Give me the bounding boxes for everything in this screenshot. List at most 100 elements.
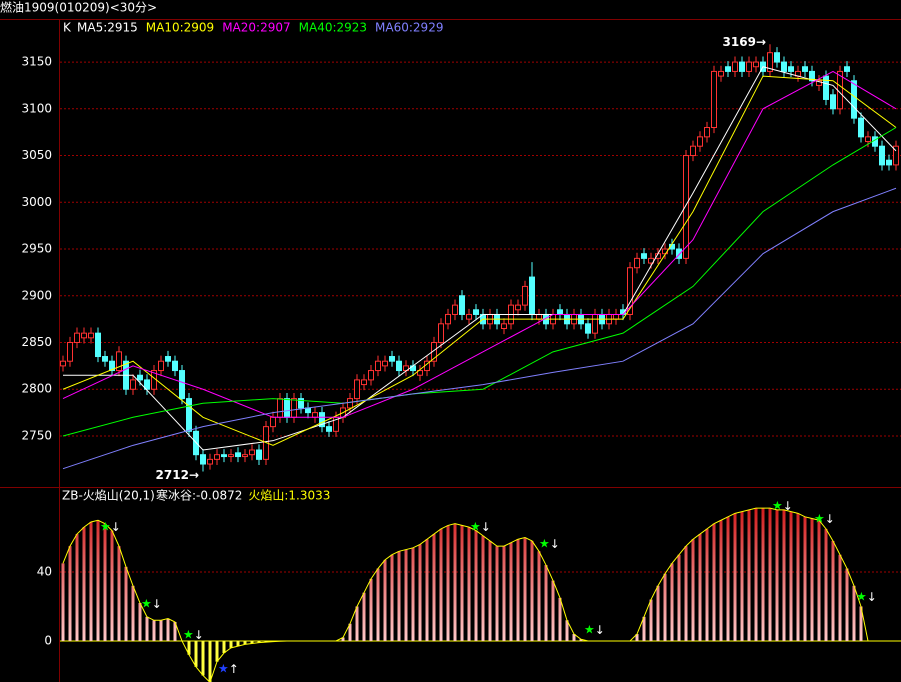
indicator-bar — [740, 511, 744, 641]
y-tick-label: 2950 — [21, 242, 52, 256]
indicator-bar — [691, 539, 695, 641]
indicator-bar — [747, 509, 751, 641]
indicator-bar — [215, 640, 219, 662]
candle-body — [137, 374, 143, 381]
indicator-bar — [453, 523, 457, 641]
candle-body — [865, 136, 871, 143]
indicator-bar — [761, 508, 765, 641]
signal: ★↓ — [772, 499, 793, 513]
indicator-bar — [572, 634, 576, 641]
indicator-bar — [782, 509, 786, 641]
indicator-bar — [754, 508, 758, 641]
candle-body — [396, 360, 402, 372]
ma-line — [63, 66, 897, 451]
candle-body — [816, 80, 822, 86]
y-tick-label: 2800 — [21, 382, 52, 396]
indicator-bar — [383, 559, 387, 641]
indicator-bar — [677, 554, 681, 641]
candle-body — [389, 356, 395, 362]
indicator-bar — [810, 518, 814, 641]
indicator-bar — [530, 540, 534, 641]
indicator-bar — [166, 618, 170, 641]
candle-body — [536, 313, 542, 320]
candle-body — [354, 379, 360, 400]
indicator-bar — [733, 513, 737, 641]
signal: ★↑ — [218, 662, 239, 676]
indicator-bar — [831, 540, 835, 641]
y-tick-label: 40 — [37, 564, 52, 578]
annotation: 2712→ — [156, 468, 199, 482]
indicator-bar — [68, 546, 72, 641]
signal: ★↓ — [539, 537, 560, 551]
indicator-bar — [138, 603, 142, 641]
candle-body — [172, 360, 178, 372]
candle-body — [249, 449, 255, 456]
candle-body — [718, 70, 724, 77]
candle-body — [207, 458, 213, 465]
indicator-bar — [698, 534, 702, 641]
indicator-bar — [719, 520, 723, 641]
indicator-bar — [348, 623, 352, 641]
indicator-bar — [684, 546, 688, 641]
candle-body — [634, 257, 640, 269]
ma-line — [62, 70, 897, 418]
indicator-bar — [89, 521, 93, 641]
y-tick-label: 0 — [44, 633, 52, 647]
indicator-bar — [404, 549, 408, 641]
candle-body — [893, 145, 899, 166]
candle-body — [466, 313, 472, 320]
indicator-bar — [229, 640, 233, 648]
indicator-bar — [264, 640, 268, 643]
indicator-bar — [712, 523, 716, 641]
indicator-bar — [467, 527, 471, 641]
indicator-bar — [75, 534, 79, 641]
candle-body — [711, 70, 717, 129]
candle-body — [95, 332, 101, 358]
indicator-title: ZB-火焰山(20,1) — [62, 488, 155, 503]
candle-body — [753, 61, 759, 68]
candle-body — [522, 285, 528, 306]
legend-entry: 火焰山:1.3033 — [248, 488, 330, 503]
candle-body — [557, 309, 563, 315]
candle-body — [823, 75, 829, 100]
indicator-bar — [796, 513, 800, 641]
indicator-bar — [775, 509, 779, 641]
candle-body — [459, 295, 465, 315]
indicator-bar — [173, 621, 177, 641]
indicator-bar — [488, 540, 492, 641]
indicator-bar — [649, 599, 653, 641]
candle-body — [347, 398, 353, 409]
indicator-bar — [845, 568, 849, 641]
candle-body — [844, 66, 850, 72]
indicator-bar — [446, 525, 450, 641]
candle-body — [81, 332, 87, 339]
candle-body — [809, 70, 815, 82]
indicator-bar — [838, 554, 842, 641]
indicator-bar — [642, 616, 646, 641]
candle-body — [676, 248, 682, 259]
legend-entry: MA40:2923 — [299, 21, 367, 35]
legend-entry: MA60:2929 — [375, 21, 443, 35]
indicator-bar — [460, 525, 464, 641]
candle-body — [774, 52, 780, 63]
indicator-bar — [222, 640, 226, 654]
panel-label: K — [63, 21, 72, 35]
signal: ★↓ — [100, 520, 121, 534]
indicator-bar — [152, 620, 156, 641]
indicator-bar — [544, 565, 548, 641]
candle-body — [298, 398, 304, 409]
indicator-bar — [558, 597, 562, 641]
indicator-bar — [159, 620, 163, 641]
candle-body — [109, 360, 115, 372]
candle-body — [67, 342, 73, 362]
indicator-bar — [390, 554, 394, 641]
indicator-bar — [250, 640, 254, 644]
indicator-bar — [523, 537, 527, 641]
signal: ★↓ — [814, 512, 835, 526]
candle-body — [697, 136, 703, 147]
indicator-bar — [369, 578, 373, 641]
candle-body — [515, 304, 521, 311]
candle-body — [781, 61, 787, 72]
indicator-bar — [341, 637, 345, 641]
